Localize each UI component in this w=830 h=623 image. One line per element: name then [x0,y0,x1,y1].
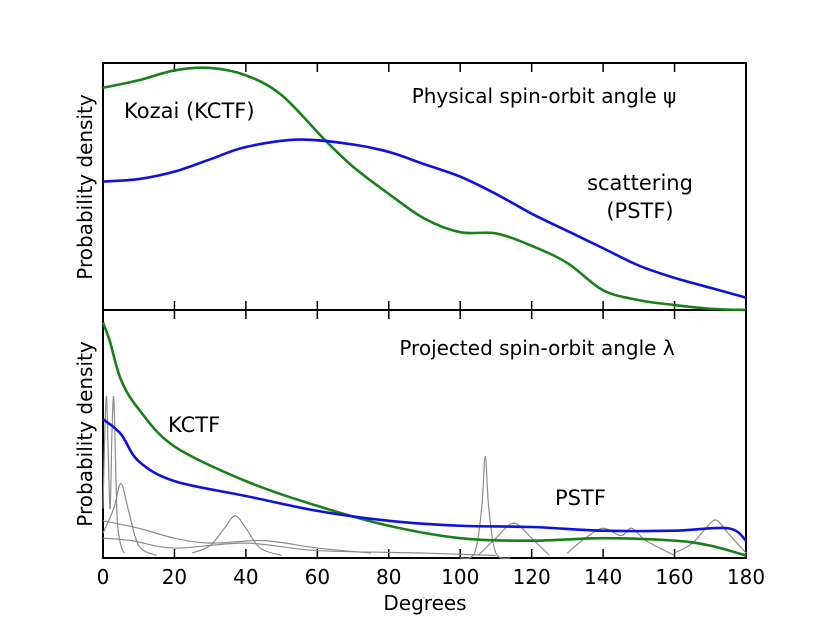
x-tick-label: 40 [233,565,258,589]
x-tick-label: 80 [376,565,401,589]
x-tick-label: 100 [441,565,479,589]
line-series [477,522,550,556]
series-label: scattering (PSTF) [587,171,693,223]
line-series [102,395,125,554]
x-tick-label: 60 [305,565,330,589]
x-tick-label: 120 [513,565,551,589]
line-series [102,138,747,299]
x-tick-label: 20 [162,565,187,589]
line-series [102,418,747,542]
x-tick-label: 140 [584,565,622,589]
line-series [102,482,157,557]
line-series [460,455,511,559]
line-series [674,519,747,554]
x-tick-label: 160 [655,565,693,589]
top-y-label: Probability density [73,94,97,280]
series-label: Kozai (KCTF) [124,99,255,123]
line-series [192,515,282,557]
line-series [102,520,371,554]
bottom-title: Projected spin-orbit angle λ [399,336,674,360]
x-tick-label: 180 [727,565,765,589]
bottom-frame [102,309,747,559]
series-label: KCTF [168,413,220,437]
x-label: Degrees [383,591,466,615]
line-series [102,66,747,312]
bottom-y-label: Probability density [73,341,97,527]
line-series [102,537,496,557]
top-title: Physical spin-orbit angle ψ [412,84,677,108]
series-label: PSTF [555,486,606,510]
x-tick-label: 0 [97,565,110,589]
